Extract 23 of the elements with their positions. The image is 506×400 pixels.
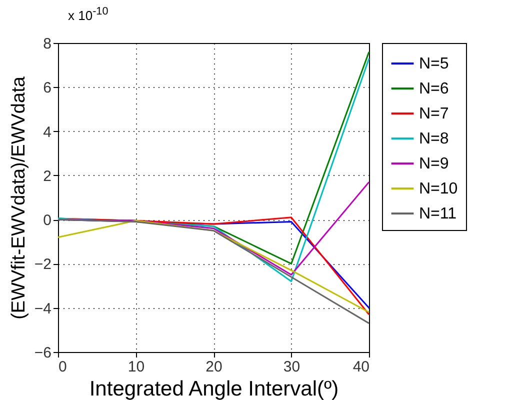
legend-label: N=9 <box>419 156 449 172</box>
legend-label: N=6 <box>419 80 449 98</box>
x-tick-label: 10 <box>128 358 145 376</box>
legend-label: N=10 <box>419 180 458 198</box>
y-tick-label: 4 <box>43 124 52 141</box>
y-tick-label: −2 <box>34 256 52 274</box>
text: x 10$^{-10}$ <box>68 6 108 24</box>
legend-label: N=11 <box>419 206 457 222</box>
x-tick-label: 20 <box>206 358 222 376</box>
x-tick-label: 30 <box>283 358 300 376</box>
y-tick-label: 8 <box>43 36 52 52</box>
y-tick-label: 0 <box>43 212 52 230</box>
x-axis-title: Integrated Angle Interval(º) <box>89 378 339 400</box>
y-tick-label: 6 <box>43 80 52 97</box>
y-axis-title: (EWVfit-EWVdata)/EWVdata <box>8 76 30 320</box>
legend-label: N=8 <box>419 130 449 148</box>
legend-label: N=5 <box>419 56 449 72</box>
x-tick-label: 40 <box>352 358 370 376</box>
y-tick-label: 2 <box>43 168 52 185</box>
y-tick-label: −6 <box>34 344 52 362</box>
x-tick-label: 0 <box>58 358 67 376</box>
y-tick-label: −4 <box>34 300 52 318</box>
legend-label: N=7 <box>419 106 449 122</box>
